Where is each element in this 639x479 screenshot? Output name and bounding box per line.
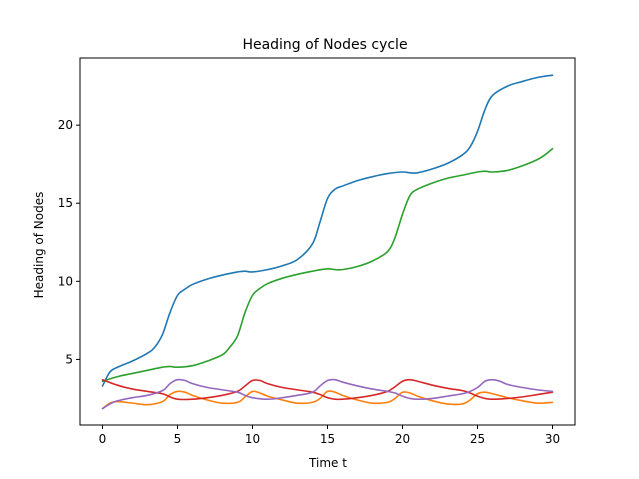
series-line-4 [101,378,554,401]
x-tick-label: 20 [395,432,410,446]
x-tick-label: 5 [174,432,182,446]
x-tick-label: 25 [470,432,485,446]
x-tick-label: 15 [320,432,335,446]
y-tick-label: 10 [58,274,73,288]
series-line-2 [101,390,554,410]
series-group [101,74,554,410]
x-tick-label: 0 [99,432,107,446]
series-line-3 [101,147,554,383]
chart-title: Heading of Nodes cycle [242,37,407,53]
ticks-group: 0 5 10 15 20 25 30 5 10 15 20 [58,118,560,446]
y-tick-label: 5 [65,352,73,366]
x-tick-label: 30 [545,432,560,446]
series-line-5 [101,378,554,410]
x-tick-label: 10 [245,432,260,446]
y-tick-label: 20 [58,118,73,132]
x-axis-label: Time t [308,456,347,470]
y-axis-label: Heading of Nodes [32,192,46,299]
plot-frame [79,57,576,426]
y-tick-label: 15 [58,196,73,210]
series-line-1 [101,74,554,387]
